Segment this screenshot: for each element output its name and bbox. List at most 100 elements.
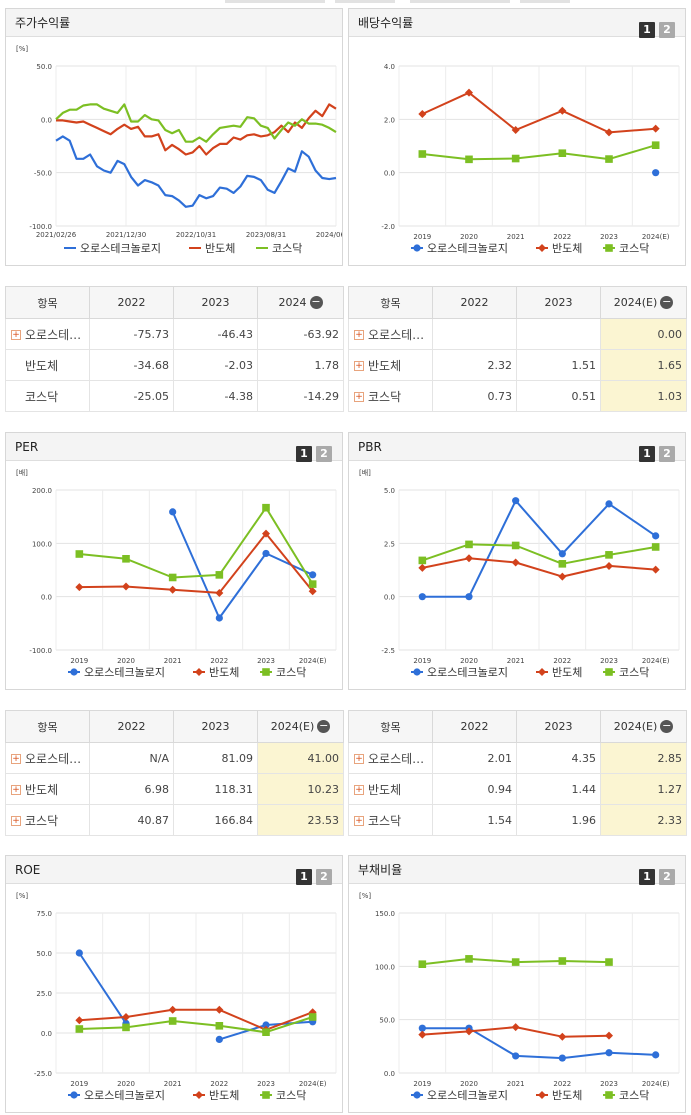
data-point [262,529,270,538]
view-1-button[interactable]: 1 [296,446,312,462]
x-tick-label: 2023 [600,657,618,665]
legend-item[interactable]: 코스닥 [272,242,302,255]
legend-item[interactable]: 반도체 [552,666,582,679]
table-cell: 23.53 [257,804,344,836]
expand-icon[interactable]: + [354,330,364,340]
column-header: 2024(E) − [257,710,344,743]
view-1-button[interactable]: 1 [296,869,312,885]
x-tick-label: 2024(E) [642,233,670,241]
table-row: + 오로스테… 0.00 [348,318,687,350]
column-header: 2022 [432,286,517,319]
legend-item[interactable]: 반도체 [209,1089,239,1102]
column-header: 2023 [173,286,258,319]
legend-item[interactable]: 코스닥 [619,666,649,679]
view-2-button[interactable]: 2 [659,22,675,38]
data-point [308,1013,317,1021]
expand-icon[interactable]: + [11,785,21,795]
table-row: + 오로스테… 2.01 4.35 2.85 [348,742,687,774]
x-tick-label: 2021 [164,657,182,665]
data-point [215,571,224,579]
table-cell: 0.00 [600,318,687,350]
expand-icon[interactable]: + [11,754,21,764]
table-cell: 0.94 [432,773,517,805]
table-row: + 오로스테… N/A 81.09 41.00 [5,742,344,774]
legend-item[interactable]: 오로스테크놀로지 [84,666,165,679]
row-name: + 코스닥 [348,804,433,836]
view-2-button[interactable]: 2 [659,446,675,462]
view-2-button[interactable]: 2 [659,869,675,885]
legend-marker [605,1091,613,1099]
column-header: 2023 [516,710,601,743]
collapse-icon[interactable]: − [660,295,674,310]
legend-item[interactable]: 오로스테크놀로지 [427,666,508,679]
view-2-button[interactable]: 2 [316,446,332,462]
column-header: 2022 [89,286,174,319]
row-name: 반도체 [5,349,90,381]
expand-icon[interactable]: + [354,785,364,795]
series-line [422,144,656,161]
series-line [56,103,337,156]
expand-icon[interactable]: + [354,816,364,826]
series-line [422,1027,656,1060]
x-tick-label: 2021/02/26 [36,231,77,239]
legend-item[interactable]: 오로스테크놀로지 [427,242,508,255]
collapse-icon[interactable]: − [660,719,674,734]
x-tick-label: 2020 [117,657,135,665]
legend-item[interactable]: 반도체 [205,242,235,255]
row-name: + 반도체 [348,773,433,805]
row-name: + 오로스테… [5,318,90,350]
column-header: 항목 [5,286,90,319]
column-header: 2022 [89,710,174,743]
table-cell: 6.98 [89,773,174,805]
view-1-button[interactable]: 1 [639,446,655,462]
data-point [465,1027,473,1036]
y-tick-label: -100.0 [29,223,52,231]
x-tick-label: 2024(E) [642,657,670,665]
legend-item[interactable]: 코스닥 [619,242,649,255]
legend-item[interactable]: 오로스테크놀로지 [80,242,161,255]
data-point [605,155,613,163]
data-point [168,1017,177,1025]
data-point [122,582,130,591]
expand-icon[interactable]: + [354,361,364,371]
row-name: + 코스닥 [348,380,433,412]
x-tick-label: 2019 [70,657,88,665]
collapse-icon[interactable]: − [317,719,331,734]
legend-item[interactable]: 코스닥 [276,666,306,679]
view-1-button[interactable]: 1 [639,869,655,885]
unit-label: [%] [16,892,28,900]
legend-item[interactable]: 코스닥 [619,1089,649,1102]
legend-item[interactable]: 반도체 [209,666,239,679]
table-cell: -46.43 [173,318,258,350]
legend-item[interactable]: 반도체 [552,242,582,255]
legend-item[interactable]: 오로스테크놀로지 [427,1089,508,1102]
table-header-row: 항목 2022 2023 2024(E) − [348,710,687,743]
y-tick-label: 0.0 [41,594,52,602]
legend-item[interactable]: 반도체 [552,1089,582,1102]
data-point [215,614,223,622]
y-tick-label: 0.0 [384,1070,395,1078]
data-point [652,169,660,177]
data-point [605,128,613,137]
legend-item[interactable]: 오로스테크놀로지 [84,1089,165,1102]
table-row: + 코스닥 40.87 166.84 23.53 [5,804,344,836]
table-header-row: 항목 2022 2023 2024(E) − [5,710,344,743]
series-line [171,511,314,619]
data-point [465,540,473,549]
row-name: + 오로스테… [348,742,433,774]
x-tick-label: 2021/12/30 [106,231,146,239]
collapse-icon[interactable]: − [309,295,323,310]
view-1-button[interactable]: 1 [639,22,655,38]
expand-icon[interactable]: + [11,816,21,826]
legend-item[interactable]: 코스닥 [276,1089,306,1102]
series-line [79,1008,314,1031]
view-2-button[interactable]: 2 [316,869,332,885]
expand-icon[interactable]: + [354,392,364,402]
y-tick-label: 75.0 [36,910,52,918]
expand-icon[interactable]: + [354,754,364,764]
expand-icon[interactable]: + [11,330,21,340]
data-point [558,572,567,581]
data-point [558,1032,567,1041]
row-name: + 반도체 [5,773,90,805]
x-tick-label: 2023 [600,1080,618,1088]
